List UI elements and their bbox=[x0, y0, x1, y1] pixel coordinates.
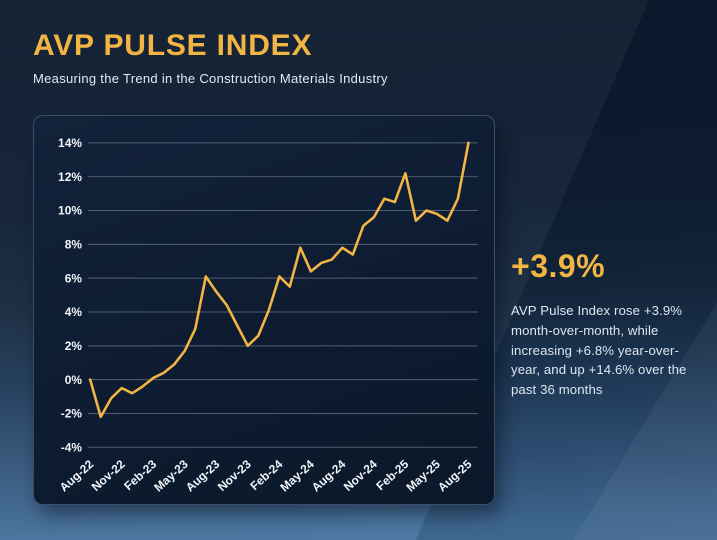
svg-text:10%: 10% bbox=[58, 204, 82, 218]
svg-text:Aug-25: Aug-25 bbox=[435, 457, 475, 495]
svg-text:May-24: May-24 bbox=[277, 457, 317, 495]
svg-text:May-23: May-23 bbox=[151, 457, 191, 495]
svg-text:Aug-24: Aug-24 bbox=[309, 457, 349, 495]
svg-text:-2%: -2% bbox=[61, 407, 83, 421]
svg-text:6%: 6% bbox=[65, 271, 83, 285]
stats-block: +3.9% AVP Pulse Index rose +3.9% month-o… bbox=[511, 248, 707, 400]
page-title: AVP PULSE INDEX bbox=[33, 29, 313, 62]
svg-text:Aug-23: Aug-23 bbox=[183, 457, 223, 495]
svg-text:Nov-22: Nov-22 bbox=[89, 457, 128, 494]
stat-headline: +3.9% bbox=[511, 248, 606, 284]
svg-text:-4%: -4% bbox=[61, 440, 83, 454]
svg-text:Nov-24: Nov-24 bbox=[341, 457, 380, 494]
svg-text:May-25: May-25 bbox=[403, 457, 443, 495]
svg-text:2%: 2% bbox=[65, 339, 83, 353]
svg-text:14%: 14% bbox=[58, 136, 82, 150]
header: AVP PULSE INDEX Measuring the Trend in t… bbox=[33, 30, 673, 86]
stat-description: AVP Pulse Index rose +3.9% month-over-mo… bbox=[511, 303, 687, 398]
chart-panel: 14% 12% 10% 8% 6% 4% 2% 0% -2% -4% Aug-22 Nov-22 Feb… bbox=[33, 115, 495, 505]
svg-text:Nov-23: Nov-23 bbox=[215, 457, 254, 494]
pulse-index-chart: 14%12%10%8%6%4%2%0%-2%-4%Aug-22Nov-22Feb… bbox=[57, 136, 478, 495]
svg-text:0%: 0% bbox=[65, 373, 83, 387]
svg-text:Aug-22: Aug-22 bbox=[57, 457, 97, 495]
svg-text:8%: 8% bbox=[65, 238, 83, 252]
page-subtitle: Measuring the Trend in the Construction … bbox=[33, 70, 388, 86]
svg-text:4%: 4% bbox=[65, 305, 83, 319]
svg-text:12%: 12% bbox=[58, 170, 82, 184]
